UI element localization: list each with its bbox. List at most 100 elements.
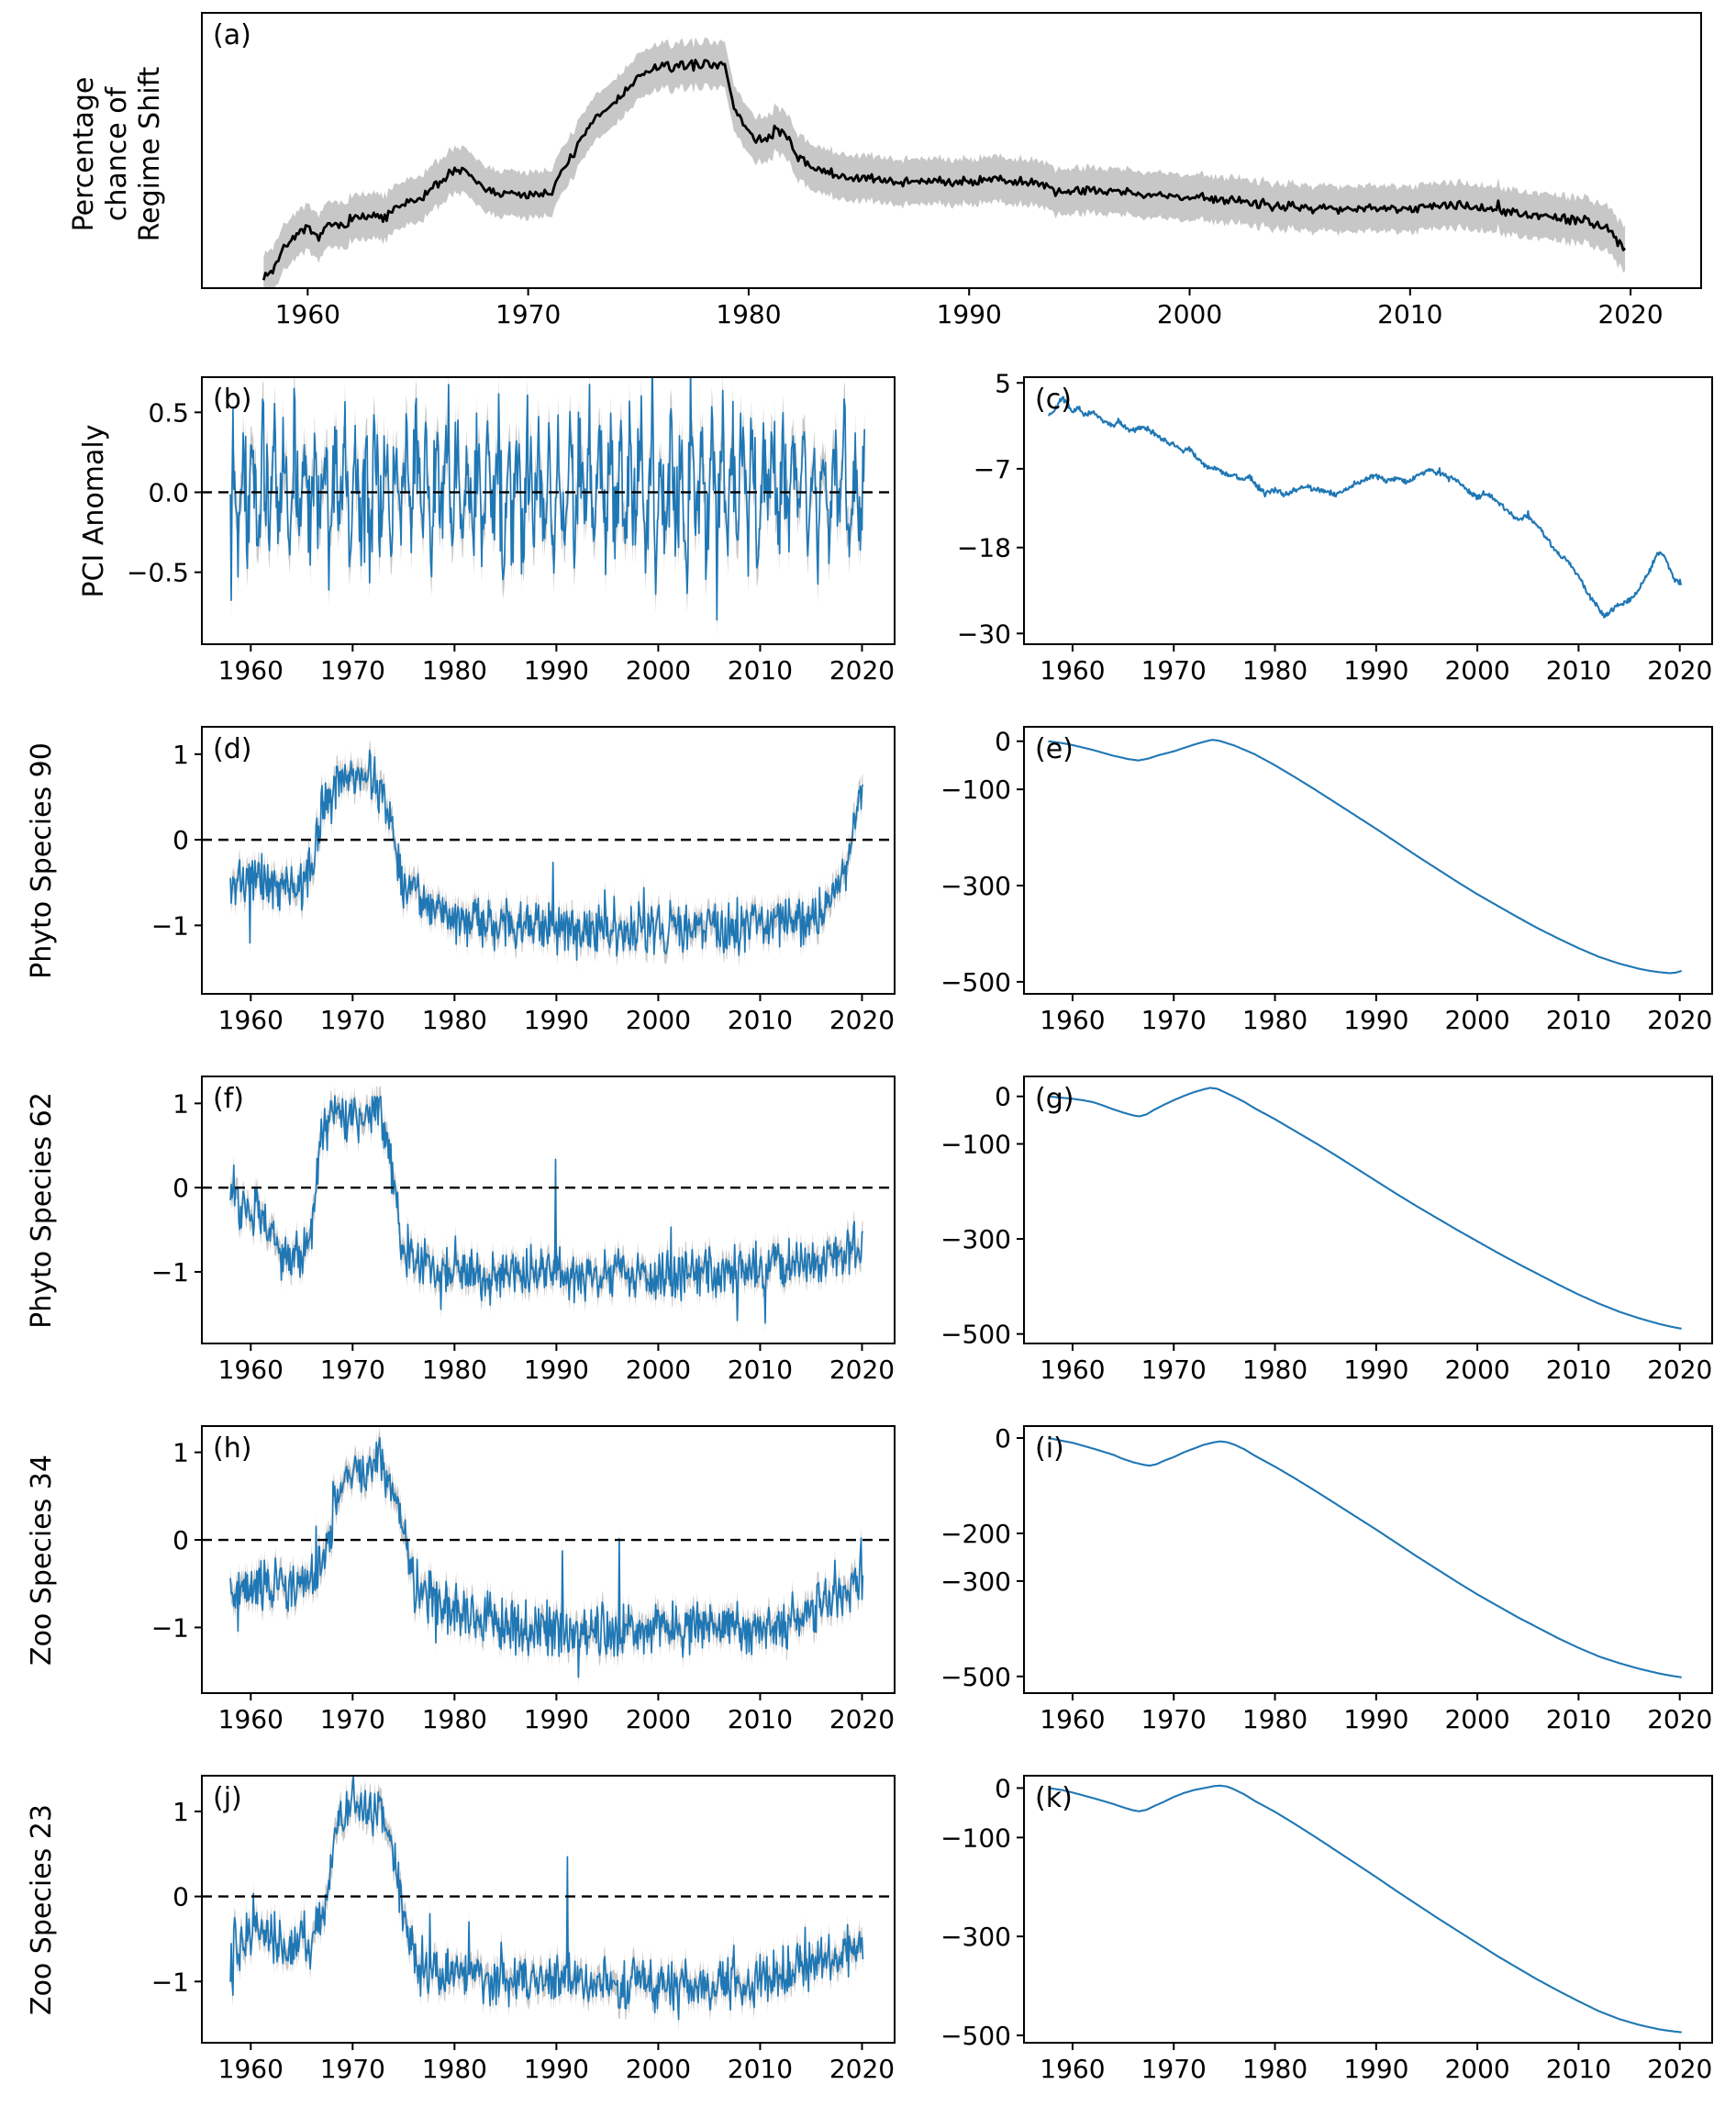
x-tick-label: 2000 (626, 1354, 691, 1385)
y-tick-label: −500 (940, 1320, 1011, 1350)
x-tick-label: 2010 (728, 1704, 793, 1734)
panel-d-chart: 1960 1970 1980 1990 2000 2010 2020 1 0 −1 (d) (151, 726, 896, 1035)
panel-letter-label: (h) (213, 1432, 251, 1465)
x-tick-label: 2000 (626, 2054, 691, 2084)
x-tick-label: 1980 (422, 1704, 487, 1734)
x-tick-label: 1960 (275, 299, 340, 329)
panel-letter-label: (i) (1035, 1432, 1064, 1465)
y-tick-label: 0 (995, 1423, 1011, 1454)
y-tick-label: −1 (151, 910, 189, 941)
x-tick-label: 1980 (1242, 1354, 1308, 1385)
y-tick-label: 0 (172, 1882, 189, 1912)
ylabel-zoo-species-23: Zoo Species 23 (26, 1804, 59, 2015)
y-tick-label: 0.5 (148, 397, 189, 428)
x-tick-label: 1980 (716, 299, 781, 329)
x-tick-label: 1960 (1040, 655, 1105, 686)
series-line (1048, 1087, 1682, 1330)
y-tick-label: −500 (940, 967, 1011, 998)
y-tick-label: −300 (940, 1566, 1011, 1597)
x-tick-label: 2000 (1444, 1005, 1509, 1035)
x-tick-label: 2000 (626, 1005, 691, 1035)
x-tick-label: 1960 (1040, 1354, 1105, 1385)
x-tick-label: 2020 (829, 1704, 895, 1734)
panel-letter-label: (j) (213, 1782, 242, 1814)
y-tick-label: 0 (172, 1525, 189, 1555)
x-tick-label: 1960 (1040, 1005, 1105, 1035)
x-tick-label: 2020 (829, 1354, 895, 1385)
axes-box (1023, 1076, 1713, 1344)
panel-letter-label: (b) (213, 384, 251, 416)
x-tick-label: 1980 (1242, 655, 1308, 686)
x-tick-label: 1990 (1343, 2054, 1408, 2084)
axes-box (201, 376, 896, 645)
x-tick-label: 2020 (1647, 2054, 1712, 2084)
x-tick-label: 1970 (1141, 1354, 1207, 1385)
x-tick-label: 2000 (626, 655, 691, 686)
y-tick-label: 0 (995, 1773, 1011, 1803)
x-tick-label: 1970 (320, 2054, 385, 2084)
x-tick-label: 2010 (728, 2054, 793, 2084)
axes-box (201, 12, 1702, 289)
axes-box (201, 726, 896, 995)
series-line (1048, 396, 1683, 619)
y-tick-label: −1 (151, 1967, 189, 1997)
y-tick-label: −30 (957, 619, 1011, 649)
panel-letter-label: (k) (1035, 1782, 1073, 1814)
panel-letter-label: (a) (213, 19, 251, 51)
panel-letter-label: (d) (213, 733, 251, 765)
x-tick-label: 1960 (218, 2054, 284, 2084)
series-line (1048, 1784, 1682, 2034)
y-tick-label: −100 (940, 1130, 1011, 1160)
panel-g-chart: 1960 1970 1980 1990 2000 2010 2020 0 −100 −300 −50… (940, 1076, 1713, 1385)
confidence-band (230, 1776, 863, 2031)
series-line (229, 1095, 864, 1324)
panel-letter-label: (f) (213, 1083, 244, 1115)
x-tick-label: 1970 (1141, 1704, 1207, 1734)
x-tick-label: 2020 (829, 1005, 895, 1035)
x-tick-label: 2010 (1546, 2054, 1611, 2084)
x-tick-label: 1970 (495, 299, 561, 329)
x-tick-label: 1960 (1040, 2054, 1105, 2084)
axes-box (1023, 726, 1713, 995)
x-tick-label: 2020 (1647, 1354, 1712, 1385)
series-line (229, 377, 866, 621)
x-tick-label: 1980 (422, 1354, 487, 1385)
panel-j-chart: 1960 1970 1980 1990 2000 2010 2020 1 0 −1 (j) (151, 1775, 896, 2084)
x-tick-label: 1980 (422, 655, 487, 686)
panel-letter-label: (c) (1035, 384, 1072, 416)
panel-letter-label: (g) (1035, 1083, 1074, 1115)
y-tick-label: 5 (995, 368, 1011, 398)
confidence-band (263, 37, 1626, 288)
y-tick-label: 1 (172, 740, 189, 770)
x-tick-label: 2010 (1546, 1354, 1611, 1385)
x-tick-label: 2010 (1546, 1704, 1611, 1734)
x-tick-label: 1980 (1242, 2054, 1308, 2084)
x-tick-label: 2020 (1647, 1704, 1712, 1734)
y-tick-label: 1 (172, 1797, 189, 1827)
x-tick-label: 2000 (1444, 1704, 1509, 1734)
y-tick-label: −7 (974, 454, 1011, 485)
ylabel-phyto-species-62: Phyto Species 62 (26, 1092, 59, 1329)
panel-c-chart: 1960 1970 1980 1990 2000 2010 2020 5 −7 −18 −30 (c) (957, 368, 1713, 686)
ylabel-line: Zoo Species 23 (26, 1804, 58, 2015)
x-tick-label: 1960 (218, 1005, 284, 1035)
axes-box (1023, 1425, 1713, 1694)
y-tick-label: 0 (995, 727, 1011, 757)
y-tick-label: 0 (172, 1173, 189, 1203)
x-tick-label: 2000 (1157, 299, 1222, 329)
x-tick-label: 2020 (1647, 655, 1712, 686)
x-tick-label: 2010 (728, 1354, 793, 1385)
axes-box (1023, 376, 1713, 645)
series-line (1048, 739, 1683, 975)
x-tick-label: 2000 (1444, 2054, 1509, 2084)
y-tick-label: 1 (172, 1438, 189, 1468)
axes-box (201, 1076, 896, 1344)
y-tick-label: 0.0 (148, 477, 189, 507)
x-tick-label: 2020 (829, 2054, 895, 2084)
x-tick-label: 1960 (218, 655, 284, 686)
ylabel-line: Zoo Species 34 (26, 1455, 58, 1666)
x-tick-label: 1960 (1040, 1704, 1105, 1734)
y-tick-label: −300 (940, 1224, 1011, 1254)
x-tick-label: 2000 (626, 1704, 691, 1734)
